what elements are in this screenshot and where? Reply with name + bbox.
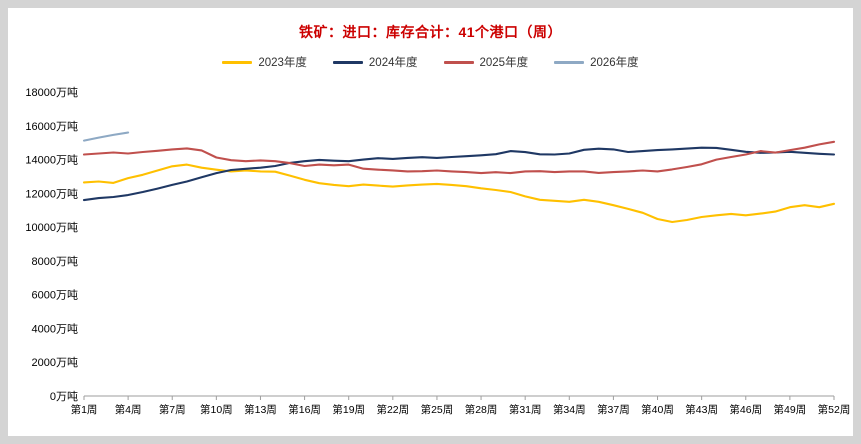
x-axis-tick-label: 第1周 [70, 403, 97, 416]
x-axis-tick-label: 第31周 [508, 403, 541, 416]
y-axis-tick-label: 0万吨 [49, 390, 77, 403]
y-axis-tick-label: 10000万吨 [25, 221, 78, 234]
chart-legend: 2023年度 2024年度 2025年度 2026年度 [8, 54, 853, 70]
legend-item-2025年度: 2025年度 [443, 54, 529, 70]
y-axis-tick-label: 18000万吨 [25, 86, 78, 99]
x-axis-tick-label: 第37周 [597, 403, 630, 416]
x-axis-tick-label: 第43周 [685, 403, 718, 416]
legend-swatch [332, 60, 363, 64]
legend-label: 2023年度 [258, 57, 307, 69]
y-axis-tick-label: 14000万吨 [25, 154, 78, 167]
x-axis-tick-label: 第25周 [420, 403, 453, 416]
y-axis-tick-label: 6000万吨 [31, 289, 77, 302]
x-axis-tick-label: 第40周 [641, 403, 674, 416]
chart-panel: 铁矿：进口：库存合计：41个港口（周） 2023年度 2024年度 2025年度 20… [8, 8, 853, 436]
legend-label: 2025年度 [479, 57, 529, 69]
x-axis-tick-label: 第7周 [158, 403, 185, 416]
legend-swatch [554, 60, 585, 64]
y-axis-tick-label: 12000万吨 [25, 187, 78, 200]
legend-label: 2024年度 [368, 57, 418, 69]
series-line-2025年度 [82, 140, 835, 175]
legend-item-2026年度: 2026年度 [554, 54, 639, 70]
chart-title: 铁矿：进口：库存合计：41个港口（周） [298, 24, 563, 40]
x-axis-tick-label: 第28周 [464, 403, 497, 416]
chart-canvas: 0万吨 2000万吨 4000万吨 6000万吨 8000万吨 10000万吨 12000万… [25, 86, 850, 416]
y-axis-tick-label: 16000万吨 [25, 120, 78, 133]
y-axis-tick-label: 2000万吨 [31, 356, 77, 369]
x-axis-tick-label: 第4周 [114, 403, 141, 416]
y-axis-tick-label: 8000万吨 [31, 255, 77, 268]
chart-area: 0万吨 2000万吨 4000万吨 6000万吨 8000万吨 10000万吨 12000万… [8, 84, 853, 422]
series-line-2024年度 [82, 146, 835, 202]
y-axis-tick-label: 4000万吨 [31, 322, 77, 335]
legend-label: 2026年度 [590, 57, 639, 69]
series-line-2026年度 [82, 131, 129, 142]
legend-item-2024年度: 2024年度 [332, 54, 418, 70]
x-axis-tick-label: 第16周 [288, 403, 321, 416]
x-axis-tick-label: 第34周 [552, 403, 585, 416]
series-line-2023年度 [82, 163, 835, 224]
legend-swatch [443, 60, 474, 64]
x-axis-tick-label: 第49周 [773, 403, 806, 416]
legend-swatch [222, 60, 253, 64]
legend-item-2023年度: 2023年度 [222, 54, 307, 70]
x-axis-tick-label: 第46周 [729, 403, 762, 416]
x-axis-tick-label: 第10周 [200, 403, 233, 416]
x-axis-tick-label: 第22周 [376, 403, 409, 416]
x-axis-tick-label: 第13周 [244, 403, 277, 416]
x-axis-tick-label: 第19周 [332, 403, 365, 416]
x-axis-tick-label: 第52周 [817, 403, 849, 416]
